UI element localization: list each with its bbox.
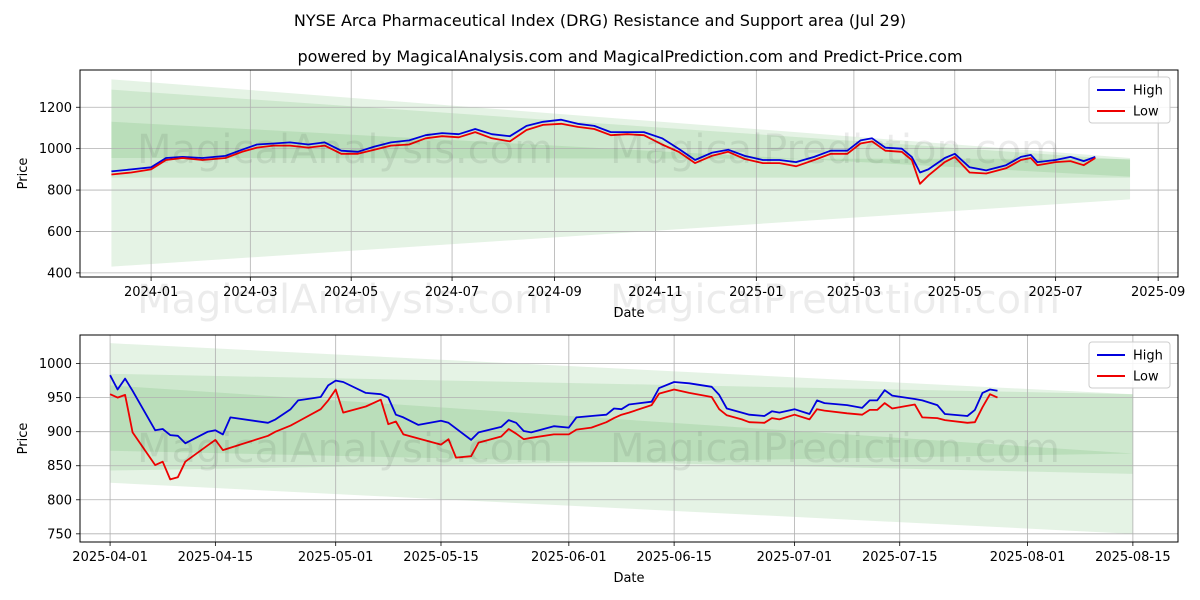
top-x-tick-label: 2025-09 — [1131, 285, 1185, 300]
top-x-tick-label: 2025-05 — [928, 285, 982, 300]
top-series-low — [111, 122, 1096, 185]
bottom-x-axis-label: Date — [613, 571, 644, 586]
bottom-x-tick-label: 2025-04-01 — [72, 550, 148, 565]
watermark-bottom-right: MagicalPrediction.com — [610, 426, 1060, 472]
bottom-y-tick-label: 900 — [47, 425, 72, 440]
bottom-legend-label-high: High — [1133, 349, 1163, 364]
top-x-tick-label: 2024-01 — [124, 285, 178, 300]
top-x-tick-label: 2024-03 — [223, 285, 277, 300]
top-axes-frame — [79, 69, 1179, 278]
top-legend: High Low — [1088, 76, 1171, 124]
top-legend-label-low: Low — [1133, 105, 1159, 120]
bottom-x-tick-label: 2025-06-15 — [636, 550, 712, 565]
top-band-0 — [111, 79, 1131, 267]
bottom-y-tick-label: 850 — [47, 459, 72, 474]
bottom-x-tick-label: 2025-05-15 — [403, 550, 479, 565]
top-y-tick-label: 1200 — [39, 101, 72, 116]
main-title: NYSE Arca Pharmaceutical Index (DRG) Res… — [294, 11, 906, 30]
top-y-tick-label: 800 — [47, 184, 72, 199]
top-band-2 — [111, 121, 1131, 177]
bottom-x-tick-label: 2025-08-01 — [990, 550, 1066, 565]
bottom-axes-frame — [79, 334, 1179, 543]
bottom-y-tick-label: 950 — [47, 391, 72, 406]
bottom-series-high — [109, 374, 998, 445]
top-x-tick-label: 2024-11 — [628, 285, 682, 300]
bottom-y-axis-label: Price — [16, 423, 31, 455]
top-band-1 — [111, 89, 1131, 178]
watermark-middle-right: MagicalPrediction.com — [610, 277, 1060, 323]
bottom-x-tick-label: 2025-05-01 — [298, 550, 374, 565]
watermarks: MagicalAnalysis.com MagicalPrediction.co… — [137, 127, 1060, 472]
top-chart-panel: 2024-01 2024-03 2024-05 2024-07 2024-09 2024-… — [16, 69, 1185, 321]
top-x-tick-label: 2025-07 — [1028, 285, 1082, 300]
bottom-legend: High Low — [1088, 341, 1171, 389]
top-y-tick-label: 1000 — [39, 142, 72, 157]
top-x-tick-label: 2025-03 — [827, 285, 881, 300]
watermark-middle-left: MagicalAnalysis.com — [137, 277, 553, 323]
watermark-top-left: MagicalAnalysis.com — [137, 127, 553, 173]
top-x-axis-label: Date — [613, 306, 644, 321]
bottom-x-tick-label: 2025-07-01 — [757, 550, 833, 565]
bottom-x-tick-label: 2025-04-15 — [178, 550, 254, 565]
bottom-series-low — [109, 388, 998, 481]
bottom-y-tick-label: 1000 — [39, 357, 72, 372]
top-y-tick-label: 600 — [47, 225, 72, 240]
bottom-y-tick-label: 800 — [47, 493, 72, 508]
top-y-tick-label: 400 — [47, 266, 72, 281]
top-x-tick-label: 2024-09 — [527, 285, 581, 300]
watermark-bottom-left: MagicalAnalysis.com — [137, 426, 553, 472]
bottom-band-0 — [110, 343, 1133, 534]
bottom-x-tick-label: 2025-07-15 — [862, 550, 938, 565]
bottom-legend-label-low: Low — [1133, 370, 1159, 385]
sub-title: powered by MagicalAnalysis.com and Magic… — [297, 47, 962, 66]
bottom-x-tick-label: 2025-08-15 — [1095, 550, 1171, 565]
bottom-x-tick-label: 2025-06-01 — [531, 550, 607, 565]
top-x-tick-label: 2024-05 — [324, 285, 378, 300]
top-x-tick-label: 2025-01 — [729, 285, 783, 300]
top-series-high — [111, 118, 1096, 174]
bottom-y-tick-label: 750 — [47, 527, 72, 542]
watermark-top-right: MagicalPrediction.com — [610, 127, 1060, 173]
top-x-tick-label: 2024-07 — [425, 285, 479, 300]
top-y-axis-label: Price — [16, 158, 31, 190]
top-legend-label-high: High — [1133, 84, 1163, 99]
bottom-chart-panel: 2025-04-01 2025-04-15 2025-05-01 2025-05-15… — [16, 334, 1179, 586]
bottom-band-2 — [110, 385, 1133, 474]
